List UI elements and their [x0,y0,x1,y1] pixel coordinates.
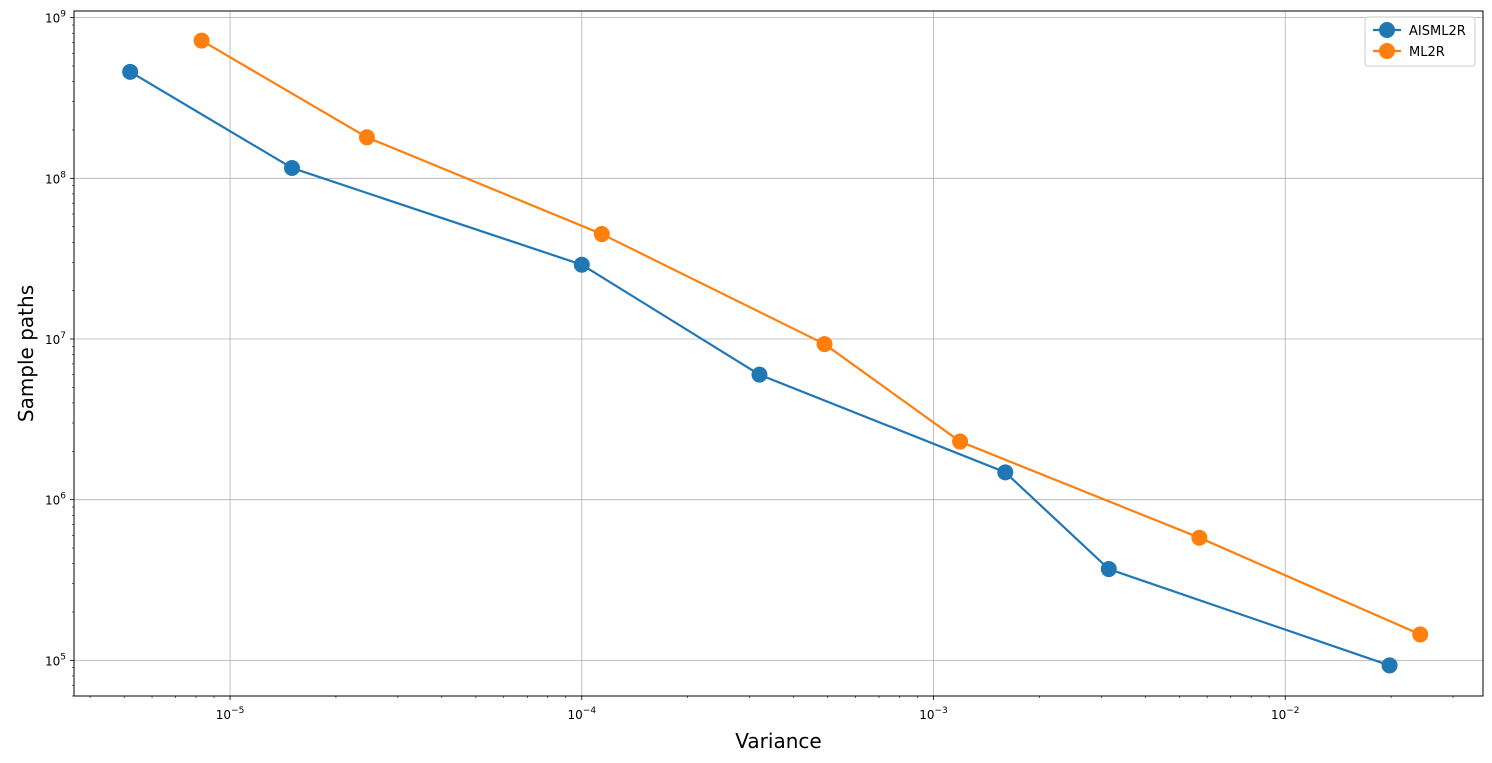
data-point [193,32,210,49]
data-point [1381,657,1398,674]
data-point [573,256,590,273]
plot-frame [73,10,1484,697]
data-point [816,336,833,353]
data-point [751,366,768,383]
data-point [358,129,375,146]
data-point [593,226,610,243]
y-axis-label: Sample paths [14,285,38,422]
x-tick-label: 10−2 [1271,706,1300,722]
series-layer [122,32,1429,674]
x-tick-label: 10−3 [919,706,948,722]
y-tick-label: 105 [45,652,66,668]
x-tick-label: 10−5 [216,706,245,722]
legend-marker [1379,43,1395,59]
x-tick-label: 10−4 [568,706,597,722]
data-point [1100,561,1117,578]
y-tick-label: 109 [45,10,66,26]
data-point [952,433,969,450]
series-aisml2r [122,63,1398,674]
data-point [997,464,1014,481]
data-point [1412,626,1429,643]
legend-label: AISML2R [1409,24,1466,39]
legend: AISML2R ML2R [1364,16,1476,67]
data-point [283,159,300,176]
data-point [122,63,139,80]
legend-label: ML2R [1409,45,1445,60]
major-ticks: 10−5 10−4 10−3 10−2 105 106 107 108 109 [45,10,1300,722]
legend-marker [1379,22,1395,38]
grid [74,11,1483,696]
y-tick-label: 108 [45,170,66,186]
x-axis-label: Variance [735,729,821,753]
series-ml2r [193,32,1429,643]
y-tick-label: 107 [45,331,66,347]
data-point [1191,529,1208,546]
y-tick-label: 106 [45,492,66,508]
